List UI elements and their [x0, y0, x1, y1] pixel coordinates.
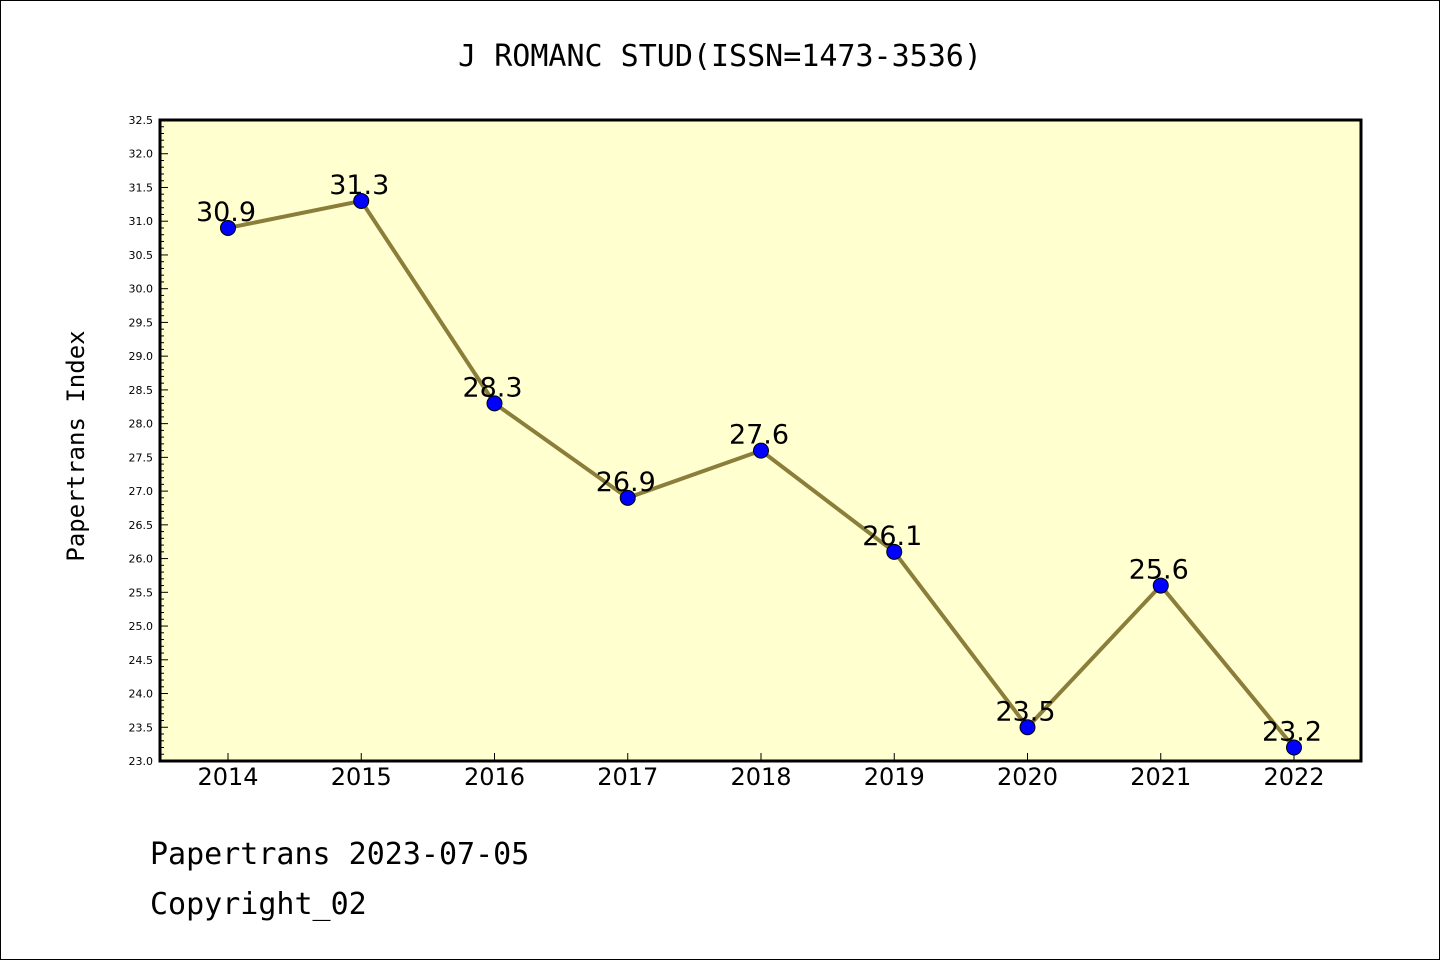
y-tick-label: 26.0 — [129, 553, 154, 566]
y-tick-label: 25.5 — [129, 586, 154, 599]
y-axis-label: Papertrans Index — [62, 330, 90, 561]
data-label: 30.9 — [196, 197, 256, 228]
data-point — [886, 543, 903, 560]
plot-area — [158, 118, 1363, 763]
series-group: 30.9 31.3 28.3 26.9 27.6 26.1 23.5 25.6 23.2 — [196, 170, 1322, 756]
data-point — [220, 219, 236, 236]
y-tick-label: 29.5 — [129, 316, 154, 329]
y-tick-label: 31.5 — [129, 181, 154, 194]
x-axis: 2014 2015 2016 2017 2018 2019 2020 2021 2022 — [197, 753, 1325, 791]
footer-date: Papertrans 2023-07-05 — [150, 837, 529, 872]
x-tick-label: 2021 — [1130, 763, 1191, 791]
data-label: 23.5 — [995, 696, 1055, 727]
y-tick-label: 28.0 — [129, 418, 154, 431]
y-tick-label: 29.0 — [129, 350, 154, 363]
data-label: 26.1 — [862, 521, 922, 552]
y-tick-label: 26.5 — [129, 519, 154, 532]
y-tick-label: 27.5 — [129, 451, 154, 464]
x-tick-label: 2014 — [197, 763, 258, 791]
data-label: 31.3 — [329, 170, 389, 201]
y-tick-label: 27.0 — [129, 485, 154, 498]
data-label: 23.2 — [1262, 717, 1322, 748]
data-point — [486, 395, 503, 412]
y-tick-label: 31.0 — [129, 215, 154, 228]
footer-copyright: Copyright_02 — [150, 887, 367, 922]
data-point — [1152, 577, 1169, 594]
data-label: 28.3 — [462, 372, 522, 403]
data-point — [619, 489, 636, 506]
x-tick-label: 2022 — [1263, 763, 1324, 791]
x-tick-label: 2018 — [730, 763, 791, 791]
x-tick-label: 2020 — [997, 763, 1058, 791]
y-tick-label: 32.5 — [129, 114, 154, 127]
data-point — [753, 442, 769, 459]
y-tick-label: 30.5 — [129, 249, 154, 262]
y-tick-label: 24.5 — [129, 654, 154, 667]
data-label: 25.6 — [1129, 555, 1189, 586]
data-point — [353, 192, 370, 209]
x-tick-label: 2019 — [864, 763, 925, 791]
y-axis: 23.0 23.5 24.0 24.5 25.0 25.5 26.0 26.5 27.0 27.5… — [129, 114, 168, 768]
x-tick-label: 2016 — [464, 763, 525, 791]
data-label: 26.9 — [596, 467, 656, 498]
y-tick-label: 32.0 — [129, 148, 154, 161]
y-tick-label: 24.0 — [129, 688, 154, 701]
y-tick-label: 23.5 — [129, 721, 154, 734]
x-tick-label: 2015 — [331, 763, 392, 791]
y-tick-label: 25.0 — [129, 620, 154, 633]
chart-title: J ROMANC STUD(ISSN=1473-3536) — [458, 39, 982, 74]
x-tick-label: 2017 — [597, 763, 658, 791]
data-point — [1286, 739, 1302, 756]
y-tick-label: 23.0 — [129, 755, 154, 768]
data-label: 27.6 — [729, 420, 789, 451]
y-tick-label: 28.5 — [129, 384, 154, 397]
data-point — [1019, 719, 1036, 736]
y-tick-label: 30.0 — [129, 283, 154, 296]
